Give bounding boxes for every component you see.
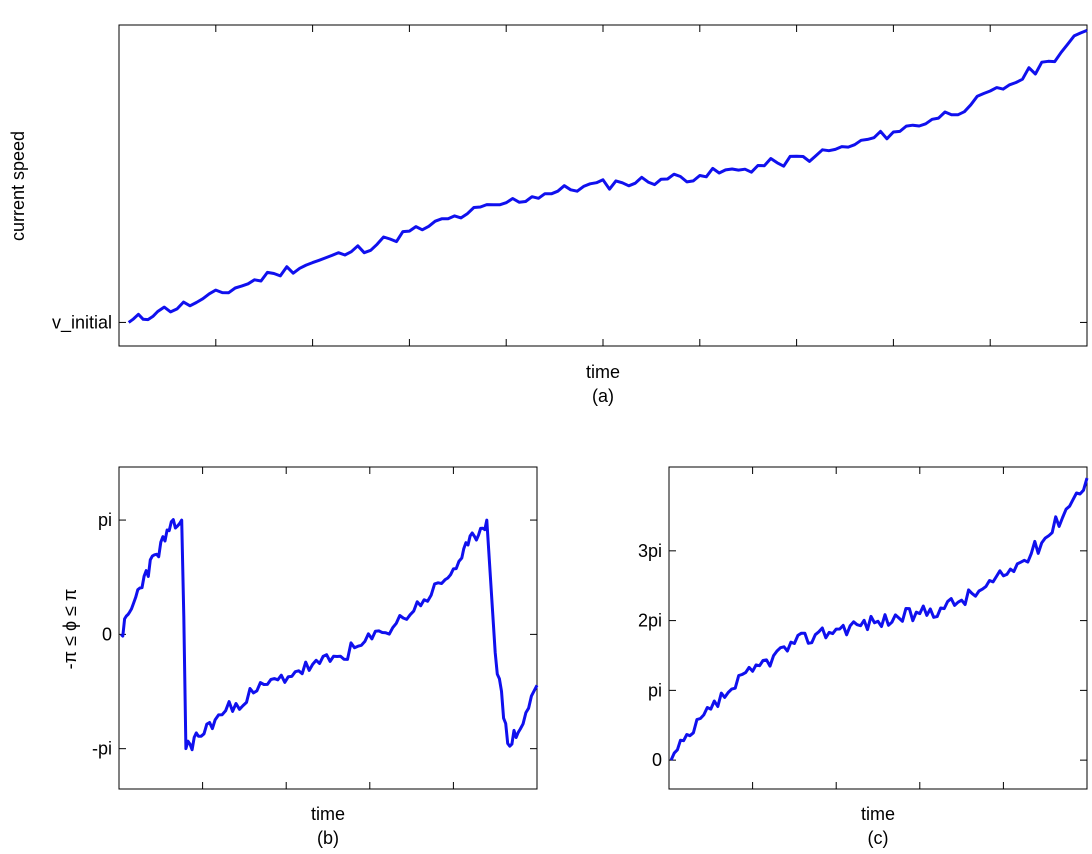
chart-a-x-axis-label: time bbox=[586, 362, 620, 382]
chart-a-y-tick-label: v_initial bbox=[52, 312, 112, 333]
chart-c-x-axis-label: time bbox=[861, 804, 895, 824]
chart-a-y-ticks: v_initial bbox=[52, 312, 1087, 333]
chart-c-plot-area bbox=[668, 466, 1088, 790]
chart-a-series-line bbox=[127, 29, 1088, 324]
chart-b: -pi 0 pi -π ≤ ϕ ≤ π time (b) bbox=[60, 466, 539, 848]
chart-b-y-ticks: -pi 0 pi bbox=[92, 510, 537, 759]
chart-c-x-ticks bbox=[752, 467, 1004, 789]
chart-c-y-tick-label: pi bbox=[648, 680, 662, 700]
chart-c: 0 pi 2pi 3pi time (c) bbox=[638, 466, 1089, 848]
chart-a-x-ticks bbox=[215, 25, 991, 346]
chart-c-series-line bbox=[669, 477, 1089, 761]
chart-a-y-axis-label: current speed bbox=[8, 131, 28, 241]
chart-b-y-tick-label: 0 bbox=[102, 624, 112, 644]
chart-b-y-axis-label: -π ≤ ϕ ≤ π bbox=[60, 589, 80, 670]
chart-b-panel-label: (b) bbox=[317, 828, 339, 848]
chart-c-y-tick-label: 2pi bbox=[638, 611, 662, 631]
chart-b-series-line bbox=[120, 518, 539, 752]
chart-b-y-tick-label: -pi bbox=[92, 739, 112, 759]
chart-b-plot-area bbox=[118, 466, 538, 790]
chart-b-x-ticks bbox=[202, 467, 454, 789]
chart-a-plot-area bbox=[118, 24, 1088, 347]
chart-b-x-axis-label: time bbox=[311, 804, 345, 824]
chart-c-y-ticks: 0 pi 2pi 3pi bbox=[638, 541, 1087, 770]
chart-c-panel-label: (c) bbox=[868, 828, 889, 848]
chart-b-y-tick-label: pi bbox=[98, 510, 112, 530]
chart-c-y-tick-label: 0 bbox=[652, 750, 662, 770]
chart-a: v_initial current speed time (a) bbox=[8, 24, 1088, 406]
chart-c-y-tick-label: 3pi bbox=[638, 541, 662, 561]
chart-a-panel-label: (a) bbox=[592, 386, 614, 406]
